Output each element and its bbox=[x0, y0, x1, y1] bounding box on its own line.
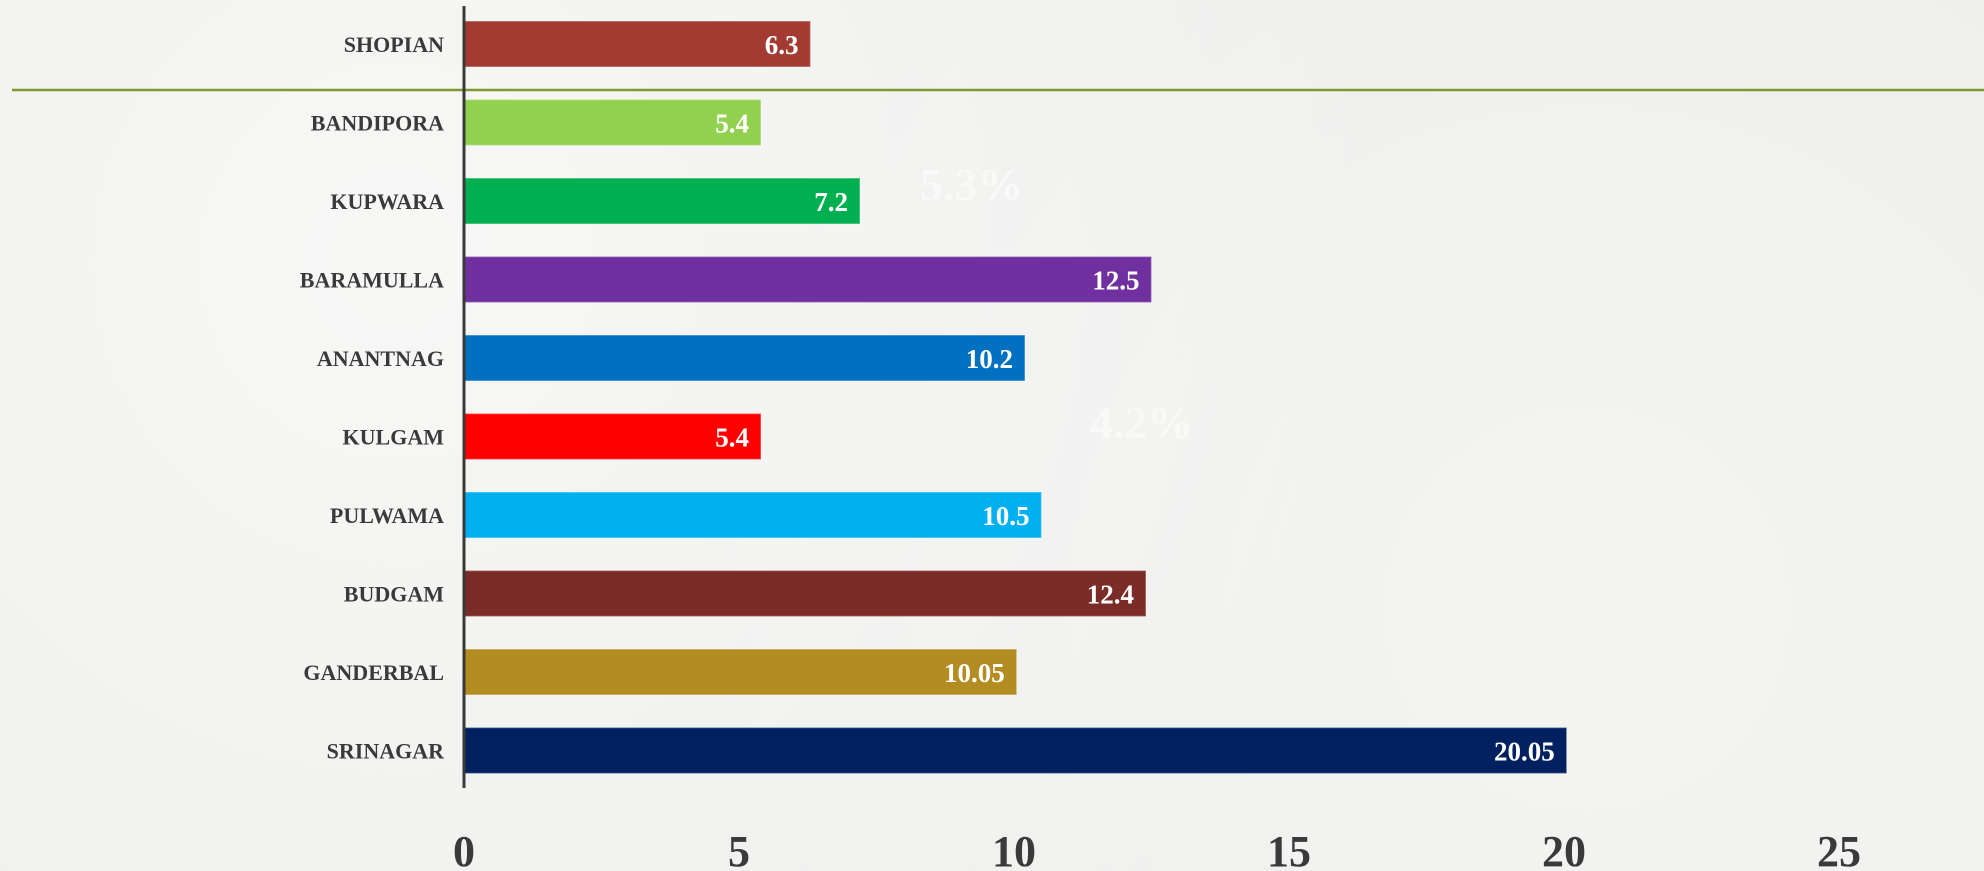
value-label-srinagar: 20.05 bbox=[1494, 737, 1555, 767]
value-label-budgam: 12.4 bbox=[1087, 580, 1134, 610]
bar-budgam bbox=[463, 569, 1147, 618]
value-label-shopian: 6.3 bbox=[765, 30, 799, 60]
bar-kupwara bbox=[463, 177, 861, 225]
category-label-kulgam: KULGAM bbox=[343, 425, 445, 450]
bar-ganderbal bbox=[463, 648, 1018, 696]
value-label-baramulla: 12.5 bbox=[1092, 266, 1139, 296]
bar-baramulla bbox=[463, 255, 1153, 304]
bar-pulwama bbox=[463, 491, 1043, 539]
bar-shopian bbox=[463, 20, 812, 68]
x-tick-label: 5 bbox=[728, 827, 750, 871]
bar-kulgam bbox=[463, 412, 762, 461]
value-label-kulgam: 5.4 bbox=[715, 423, 749, 453]
background-percent-label: 4.2% bbox=[1090, 397, 1194, 448]
value-label-pulwama: 10.5 bbox=[982, 501, 1029, 531]
category-label-budgam: BUDGAM bbox=[344, 582, 444, 607]
x-tick-label: 15 bbox=[1267, 827, 1311, 871]
x-tick-label: 0 bbox=[453, 827, 475, 871]
bar-bandipora bbox=[463, 98, 762, 147]
category-label-bandipora: BANDIPORA bbox=[311, 111, 444, 136]
x-tick-label: 20 bbox=[1542, 827, 1586, 871]
category-label-ganderbal: GANDERBAL bbox=[303, 660, 444, 685]
x-tick-label: 10 bbox=[992, 827, 1036, 871]
category-label-kupwara: KUPWARA bbox=[330, 189, 444, 214]
category-label-srinagar: SRINAGAR bbox=[327, 739, 445, 764]
value-label-anantnag: 10.2 bbox=[966, 344, 1013, 374]
bar-anantnag bbox=[463, 334, 1026, 382]
category-label-baramulla: BARAMULLA bbox=[300, 268, 444, 293]
bar-srinagar bbox=[463, 726, 1568, 775]
category-label-shopian: SHOPIAN bbox=[344, 32, 444, 57]
value-label-bandipora: 5.4 bbox=[715, 109, 749, 139]
value-label-ganderbal: 10.05 bbox=[944, 658, 1005, 688]
x-tick-label: 25 bbox=[1817, 827, 1861, 871]
category-label-anantnag: ANANTNAG bbox=[317, 346, 444, 371]
background-percent-label: 5.3% bbox=[920, 159, 1024, 210]
value-label-kupwara: 7.2 bbox=[814, 187, 848, 217]
category-label-pulwama: PULWAMA bbox=[330, 503, 444, 528]
